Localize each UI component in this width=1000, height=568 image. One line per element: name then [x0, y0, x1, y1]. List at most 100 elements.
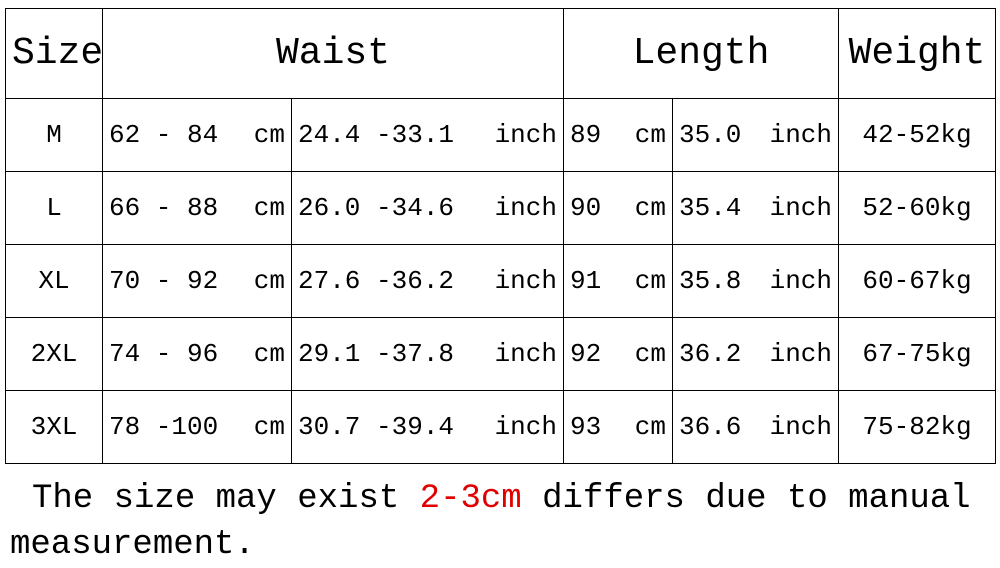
measure-unit: cm	[634, 120, 666, 150]
cell-content: 70 - 92 cm	[109, 266, 285, 296]
measure-value: 36.6	[679, 412, 742, 442]
measure-value: 24.4 -33.1	[298, 120, 455, 150]
measure-unit: inch	[494, 193, 557, 223]
cell-content: 30.7 -39.4 inch	[298, 412, 557, 442]
measure-cell: 35.4 inch	[671, 171, 840, 245]
measure-value: 36.2	[679, 339, 742, 369]
measure-cell: 62 - 84 cm	[102, 98, 292, 172]
measure-value: 35.8	[679, 266, 742, 296]
measure-value: 93	[570, 412, 602, 442]
measure-value: 62 - 84	[109, 120, 219, 150]
measure-cell: 78 -100 cm	[102, 390, 292, 464]
measure-value: 89	[570, 120, 602, 150]
measure-value: 74 - 96	[109, 339, 219, 369]
weight-cell: 60-67kg	[838, 244, 997, 318]
measure-cell: 91 cm	[563, 244, 673, 318]
cell-content: 93 cm	[570, 412, 666, 442]
cell-content: 29.1 -37.8 inch	[298, 339, 557, 369]
measure-value: 35.0	[679, 120, 742, 150]
cell-content: 62 - 84 cm	[109, 120, 285, 150]
size-cell: XL	[5, 244, 103, 318]
measure-value: 27.6 -36.2	[298, 266, 455, 296]
row: M 62 - 84 cm 24.4 -33.1 inch 89 cm 35.0 inch 42-5…	[5, 98, 997, 172]
measure-cell: 90 cm	[563, 171, 673, 245]
measure-value: 91	[570, 266, 602, 296]
header-row: Size Waist Length Weight	[5, 8, 997, 99]
cell-content: 92 cm	[570, 339, 666, 369]
measure-cell: 36.6 inch	[671, 390, 840, 464]
row: 3XL 78 -100 cm 30.7 -39.4 inch 93 cm 36.6 inch 75…	[5, 390, 997, 464]
measure-value: 92	[570, 339, 602, 369]
cell-content: 35.0 inch	[679, 120, 832, 150]
measure-value: 30.7 -39.4	[298, 412, 455, 442]
note-highlight: 2-3cm	[419, 480, 522, 518]
measure-cell: 24.4 -33.1 inch	[291, 98, 564, 172]
measure-value: 29.1 -37.8	[298, 339, 455, 369]
measure-value: 90	[570, 193, 602, 223]
cell-content: 89 cm	[570, 120, 666, 150]
measure-unit: cm	[253, 266, 285, 296]
note-text: differs due to manual measurement.	[10, 480, 971, 564]
measure-value: 66 - 88	[109, 193, 219, 223]
measure-unit: cm	[253, 193, 285, 223]
weight-cell: 52-60kg	[838, 171, 997, 245]
cell-content: 26.0 -34.6 inch	[298, 193, 557, 223]
measure-unit: inch	[494, 412, 557, 442]
header-cell: Size	[5, 8, 103, 99]
measure-value: 35.4	[679, 193, 742, 223]
measure-cell: 66 - 88 cm	[102, 171, 292, 245]
measure-unit: inch	[769, 339, 833, 369]
measure-unit: cm	[253, 120, 285, 150]
measure-unit: inch	[494, 266, 557, 296]
size-cell: L	[5, 171, 103, 245]
measure-cell: 74 - 96 cm	[102, 317, 292, 391]
header-cell: Length	[562, 8, 840, 99]
measure-unit: cm	[634, 412, 666, 442]
measure-value: 78 -100	[109, 412, 219, 442]
measure-unit: inch	[769, 120, 833, 150]
measure-unit: inch	[494, 120, 557, 150]
measure-cell: 36.2 inch	[671, 317, 840, 391]
size-table: Size Waist Length Weight M 62 - 84 cm 24.4 …	[5, 8, 997, 464]
cell-content: 78 -100 cm	[109, 412, 285, 442]
measure-cell: 29.1 -37.8 inch	[291, 317, 564, 391]
weight-cell: 75-82kg	[838, 390, 997, 464]
cell-content: 91 cm	[570, 266, 666, 296]
note-text: The size may exist	[32, 480, 400, 518]
row: L 66 - 88 cm 26.0 -34.6 inch 90 cm 35.4 inch 52-6…	[5, 171, 997, 245]
table-body: Size Waist Length Weight M 62 - 84 cm 24.4 …	[5, 8, 997, 464]
measure-cell: 70 - 92 cm	[102, 244, 292, 318]
measure-unit: cm	[634, 339, 666, 369]
cell-content: 66 - 88 cm	[109, 193, 285, 223]
cell-content: 27.6 -36.2 inch	[298, 266, 557, 296]
header-cell: Weight	[838, 8, 997, 99]
note: The size may exist 2-3cm differs due to …	[10, 476, 995, 568]
measure-cell: 89 cm	[563, 98, 673, 172]
header-cell: Waist	[102, 8, 564, 99]
weight-cell: 67-75kg	[838, 317, 997, 391]
measure-unit: cm	[253, 412, 285, 442]
measure-unit: inch	[769, 193, 833, 223]
cell-content: 36.6 inch	[679, 412, 832, 442]
row: 2XL 74 - 96 cm 29.1 -37.8 inch 92 cm 36.2 inch 67…	[5, 317, 997, 391]
measure-cell: 35.8 inch	[671, 244, 840, 318]
cell-content: 74 - 96 cm	[109, 339, 285, 369]
measure-unit: inch	[769, 412, 833, 442]
cell-content: 36.2 inch	[679, 339, 832, 369]
measure-unit: cm	[253, 339, 285, 369]
cell-content: 35.4 inch	[679, 193, 832, 223]
weight-cell: 42-52kg	[838, 98, 997, 172]
measure-cell: 35.0 inch	[671, 98, 840, 172]
measure-value: 70 - 92	[109, 266, 219, 296]
cell-content: 35.8 inch	[679, 266, 832, 296]
measure-unit: inch	[769, 266, 833, 296]
cell-content: 90 cm	[570, 193, 666, 223]
measure-cell: 92 cm	[563, 317, 673, 391]
measure-unit: inch	[494, 339, 557, 369]
size-cell: 3XL	[5, 390, 103, 464]
measure-unit: cm	[634, 193, 666, 223]
size-cell: 2XL	[5, 317, 103, 391]
measure-cell: 27.6 -36.2 inch	[291, 244, 564, 318]
measure-value: 26.0 -34.6	[298, 193, 455, 223]
